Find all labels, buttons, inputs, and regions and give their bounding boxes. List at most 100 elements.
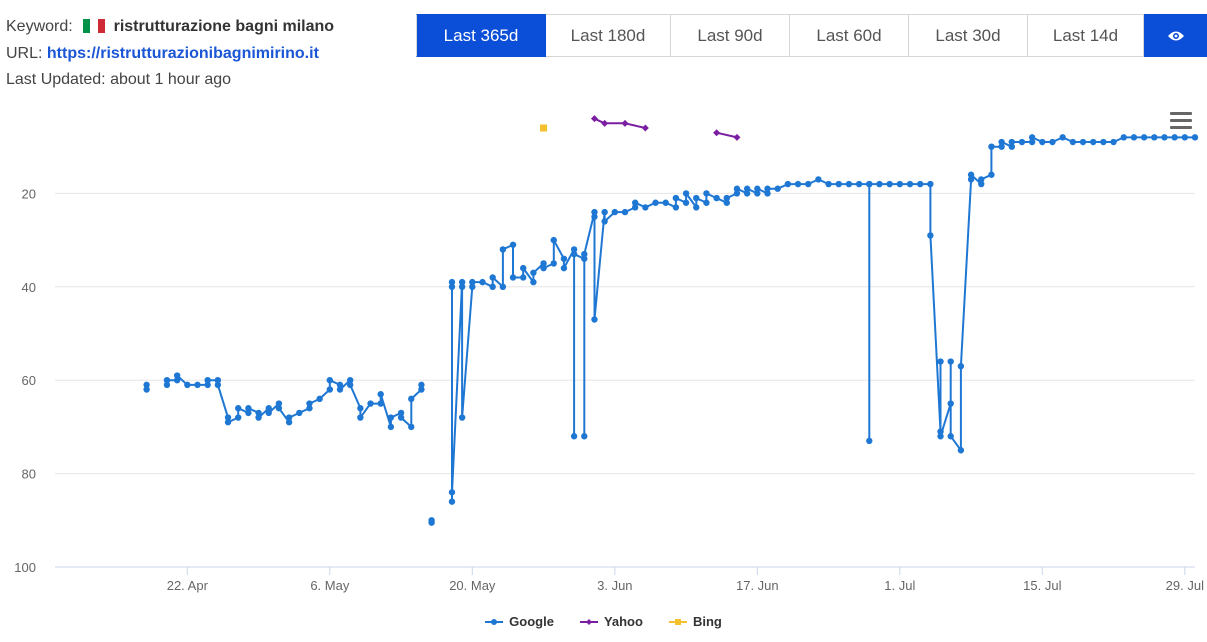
google-point <box>560 255 568 262</box>
google-point <box>947 433 954 440</box>
italy-flag-icon <box>83 16 106 33</box>
google-point <box>285 419 293 426</box>
tab-last-180d[interactable]: Last 180d <box>546 14 671 57</box>
url-label: URL: <box>6 44 43 62</box>
google-point <box>540 264 547 272</box>
tab-last-365d[interactable]: Last 365d <box>416 14 546 57</box>
google-point <box>509 274 517 281</box>
google-point <box>805 180 812 188</box>
google-point <box>815 176 822 183</box>
google-point <box>428 517 435 524</box>
google-point <box>1008 143 1015 150</box>
google-point <box>916 180 924 188</box>
google-point <box>601 208 608 216</box>
y-tick-label: 100 <box>14 560 36 575</box>
x-tick-label: 17. Jun <box>736 578 779 593</box>
google-point <box>377 400 384 407</box>
eye-toggle-button[interactable] <box>1144 14 1207 57</box>
google-point <box>601 218 608 225</box>
google-point <box>855 180 863 188</box>
google-point <box>1140 134 1148 141</box>
google-point <box>998 143 1005 150</box>
url-link[interactable]: https://ristrutturazionibagnimirino.it <box>46 44 319 62</box>
google-point <box>387 423 395 431</box>
google-point <box>1100 138 1107 146</box>
google-point <box>326 377 334 384</box>
yahoo-point <box>621 119 629 127</box>
google-point <box>377 391 384 398</box>
google-point <box>1151 134 1158 141</box>
google-point <box>479 278 486 286</box>
google-point <box>947 400 954 407</box>
google-point <box>672 194 680 202</box>
google-point <box>306 405 313 412</box>
hamburger-menu-icon[interactable] <box>1170 112 1192 130</box>
tab-last-90d[interactable]: Last 90d <box>671 14 790 57</box>
google-point <box>866 437 873 445</box>
google-point <box>1171 134 1178 141</box>
google-point <box>581 433 588 440</box>
tab-last-30d[interactable]: Last 30d <box>909 14 1028 57</box>
google-point <box>988 171 995 178</box>
google-point <box>672 204 680 211</box>
google-point <box>957 447 965 454</box>
google-point <box>733 185 741 192</box>
google-point <box>967 171 975 178</box>
legend-label-yahoo: Yahoo <box>603 614 643 629</box>
google-point <box>143 386 150 393</box>
google-point <box>1069 138 1077 146</box>
tab-last-60d[interactable]: Last 60d <box>790 14 909 57</box>
google-point <box>570 250 578 258</box>
google-point <box>1110 138 1117 146</box>
google-point <box>1191 134 1199 141</box>
google-point <box>448 498 456 505</box>
keyword-row: Keyword: ristrutturazione bagni milano <box>6 14 334 41</box>
google-point <box>784 180 792 188</box>
legend-bing-marker <box>668 618 687 625</box>
google-point <box>418 381 425 389</box>
legend-item-bing[interactable]: Bing <box>668 614 722 629</box>
google-point <box>214 377 222 384</box>
google-point <box>957 362 965 370</box>
legend-yahoo-marker <box>579 618 598 625</box>
google-point <box>1028 134 1036 141</box>
google-point <box>316 395 323 403</box>
google-point <box>1018 138 1026 146</box>
y-tick-label: 40 <box>22 280 36 295</box>
google-point <box>591 316 598 323</box>
date-range-tabs: Last 365d Last 180d Last 90d Last 60d La… <box>416 14 1207 57</box>
chart-legend: Google Yahoo Bing <box>0 614 1207 629</box>
google-point <box>1028 138 1036 146</box>
google-point <box>224 419 232 426</box>
google-point <box>998 138 1005 146</box>
google-point <box>265 405 272 412</box>
google-point <box>336 386 344 393</box>
google-point <box>723 199 730 206</box>
google-point <box>713 194 720 202</box>
google-point <box>652 199 659 206</box>
google-point <box>458 283 466 290</box>
google-point <box>540 260 547 267</box>
google-point <box>1181 134 1189 141</box>
google-point <box>581 255 588 262</box>
legend-item-google[interactable]: Google <box>485 614 554 629</box>
google-point <box>367 400 374 407</box>
y-tick-label: 20 <box>22 186 36 201</box>
google-point <box>743 185 751 192</box>
legend-item-yahoo[interactable]: Yahoo <box>579 614 643 629</box>
google-point <box>296 409 303 417</box>
tab-last-14d[interactable]: Last 14d <box>1028 14 1144 57</box>
google-point <box>591 213 598 220</box>
yahoo-point <box>713 129 721 137</box>
google-point <box>631 204 639 211</box>
yahoo-point <box>590 115 598 123</box>
google-point <box>408 423 415 431</box>
google-point <box>967 176 975 183</box>
y-tick-label: 80 <box>22 467 36 482</box>
google-point <box>1130 134 1138 141</box>
google-point <box>743 190 751 197</box>
google-point <box>611 208 619 216</box>
google-point <box>754 190 761 197</box>
google-point <box>245 409 252 417</box>
google-point <box>591 208 598 216</box>
